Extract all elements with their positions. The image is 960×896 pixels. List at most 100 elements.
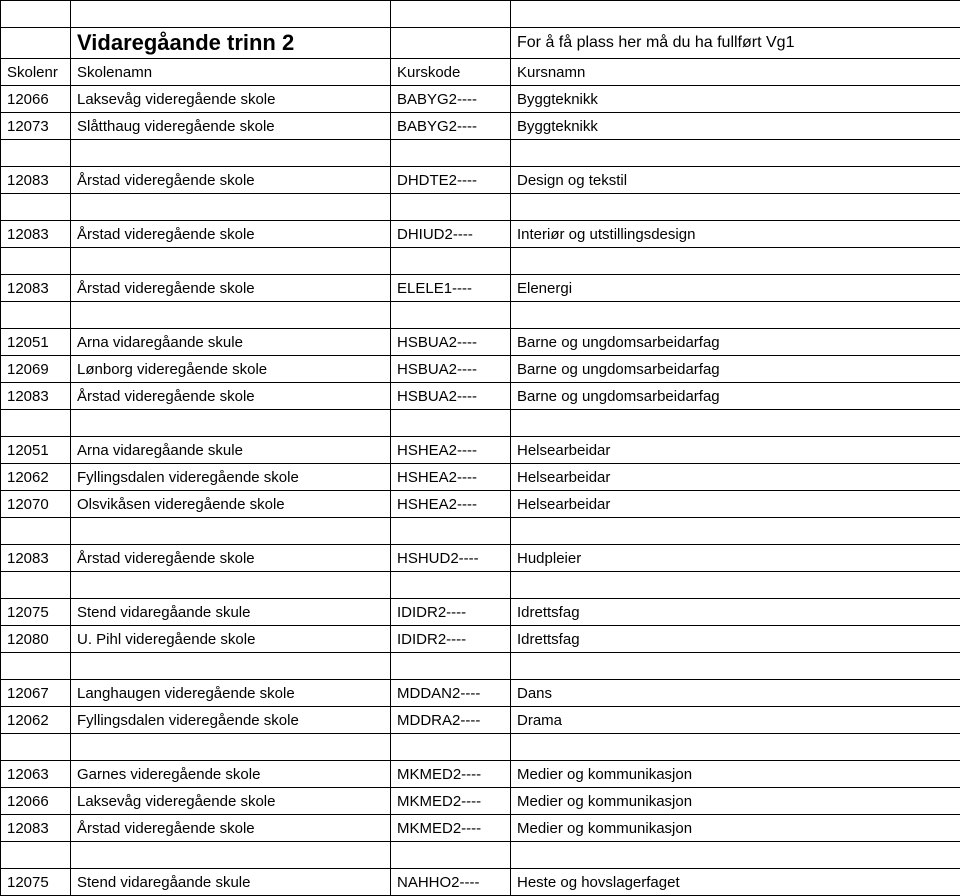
empty-cell [391,572,511,599]
cell-skolenr: 12062 [1,707,71,734]
empty-cell [511,518,960,545]
cell-kurskode: HSHEA2---- [391,491,511,518]
cell-skolenr: 12051 [1,329,71,356]
cell-skolenamn: Årstad videregående skole [71,383,391,410]
col-header-kursnamn: Kursnamn [511,59,960,86]
empty-cell [1,1,71,28]
cell-skolenamn: Årstad videregående skole [71,221,391,248]
cell-kurskode: HSBUA2---- [391,383,511,410]
empty-cell [511,572,960,599]
cell-skolenamn: Arna vidaregåande skule [71,329,391,356]
cell-kursnamn: Barne og ungdomsarbeidarfag [511,329,960,356]
col-header-skolenamn: Skolenamn [71,59,391,86]
cell-skolenamn: Laksevåg videregående skole [71,788,391,815]
empty-cell [1,302,71,329]
cell-kurskode: ELELE1---- [391,275,511,302]
cell-skolenamn: Årstad videregående skole [71,275,391,302]
cell-skolenr: 12083 [1,383,71,410]
empty-cell [1,410,71,437]
empty-cell [391,302,511,329]
cell-skolenamn: Lønborg videregående skole [71,356,391,383]
empty-cell [391,1,511,28]
col-header-kurskode: Kurskode [391,59,511,86]
cell-kurskode: BABYG2---- [391,86,511,113]
empty-cell [1,194,71,221]
empty-cell [1,28,71,59]
cell-kursnamn: Design og tekstil [511,167,960,194]
cell-kursnamn: Byggteknikk [511,86,960,113]
empty-cell [511,653,960,680]
cell-skolenr: 12051 [1,437,71,464]
empty-cell [1,140,71,167]
empty-cell [71,248,391,275]
cell-skolenamn: Slåtthaug videregående skole [71,113,391,140]
cell-kursnamn: Medier og kommunikasjon [511,761,960,788]
cell-kurskode: HSBUA2---- [391,329,511,356]
cell-kursnamn: Drama [511,707,960,734]
empty-cell [391,842,511,869]
empty-cell [71,194,391,221]
cell-kursnamn: Heste og hovslagerfaget [511,869,960,896]
cell-skolenr: 12075 [1,869,71,896]
empty-cell [1,734,71,761]
cell-kurskode: DHIUD2---- [391,221,511,248]
empty-cell [511,410,960,437]
cell-kursnamn: Interiør og utstillingsdesign [511,221,960,248]
cell-kursnamn: Helsearbeidar [511,491,960,518]
empty-cell [1,572,71,599]
cell-skolenamn: U. Pihl videregående skole [71,626,391,653]
cell-skolenr: 12066 [1,788,71,815]
cell-skolenr: 12083 [1,221,71,248]
cell-kursnamn: Barne og ungdomsarbeidarfag [511,356,960,383]
empty-cell [391,734,511,761]
empty-cell [1,653,71,680]
cell-kurskode: MDDAN2---- [391,680,511,707]
cell-skolenr: 12070 [1,491,71,518]
empty-cell [391,410,511,437]
page-subtitle: For å få plass her må du ha fullført Vg1 [511,28,960,59]
empty-cell [391,194,511,221]
cell-kurskode: MKMED2---- [391,761,511,788]
empty-cell [1,842,71,869]
empty-cell [71,410,391,437]
cell-skolenr: 12080 [1,626,71,653]
cell-skolenamn: Fyllingsdalen videregående skole [71,707,391,734]
cell-kurskode: HSHUD2---- [391,545,511,572]
cell-skolenamn: Årstad videregående skole [71,815,391,842]
cell-skolenamn: Laksevåg videregående skole [71,86,391,113]
empty-cell [71,842,391,869]
cell-skolenr: 12083 [1,167,71,194]
cell-kursnamn: Byggteknikk [511,113,960,140]
empty-cell [71,653,391,680]
cell-kursnamn: Medier og kommunikasjon [511,788,960,815]
empty-cell [511,734,960,761]
empty-cell [391,140,511,167]
cell-skolenamn: Arna vidaregåande skule [71,437,391,464]
cell-skolenr: 12069 [1,356,71,383]
empty-cell [71,140,391,167]
cell-skolenr: 12083 [1,545,71,572]
cell-kursnamn: Medier og kommunikasjon [511,815,960,842]
empty-cell [71,518,391,545]
empty-cell [71,734,391,761]
empty-cell [391,28,511,59]
cell-kurskode: NAHHO2---- [391,869,511,896]
page-title: Vidaregåande trinn 2 [71,28,391,59]
cell-kursnamn: Helsearbeidar [511,464,960,491]
cell-kurskode: MDDRA2---- [391,707,511,734]
cell-kursnamn: Barne og ungdomsarbeidarfag [511,383,960,410]
cell-kurskode: DHDTE2---- [391,167,511,194]
cell-skolenr: 12066 [1,86,71,113]
cell-kursnamn: Idrettsfag [511,599,960,626]
cell-kursnamn: Idrettsfag [511,626,960,653]
cell-kurskode: BABYG2---- [391,113,511,140]
cell-kurskode: MKMED2---- [391,788,511,815]
cell-skolenamn: Garnes videregående skole [71,761,391,788]
cell-skolenamn: Stend vidaregåande skule [71,599,391,626]
cell-kurskode: HSHEA2---- [391,437,511,464]
empty-cell [511,194,960,221]
empty-cell [511,140,960,167]
cell-skolenamn: Fyllingsdalen videregående skole [71,464,391,491]
cell-skolenr: 12063 [1,761,71,788]
empty-cell [511,302,960,329]
